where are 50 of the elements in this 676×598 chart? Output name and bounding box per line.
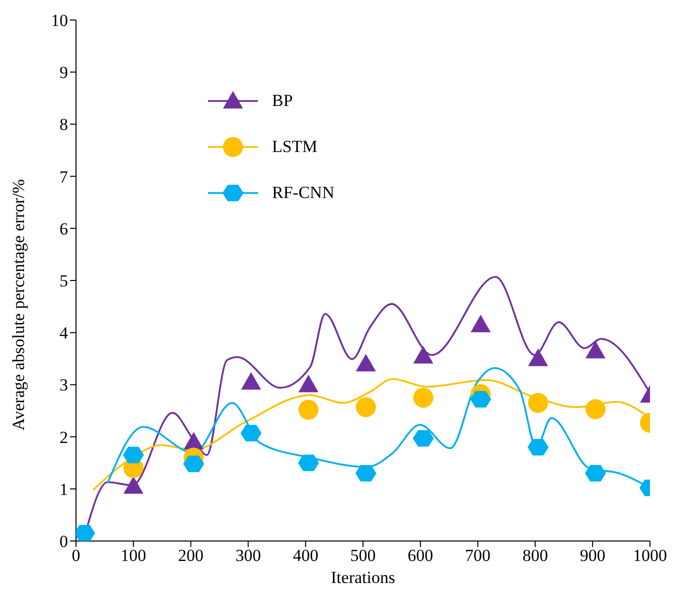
y-tick-label: 8 <box>60 115 68 134</box>
point <box>470 314 491 332</box>
point <box>585 340 606 358</box>
y-tick-label: 7 <box>60 167 68 186</box>
x-tick-label: 200 <box>178 546 204 566</box>
point <box>298 400 318 420</box>
point <box>412 430 434 447</box>
legend-label: RF-CNN <box>272 183 334 203</box>
x-tick-label: 1000 <box>633 546 667 566</box>
x-tick-label: 800 <box>522 546 548 566</box>
point <box>585 399 606 420</box>
x-tick-label: 700 <box>465 546 491 566</box>
point <box>241 372 262 390</box>
point <box>298 374 318 392</box>
point <box>183 456 204 472</box>
point <box>356 354 376 372</box>
point <box>528 348 548 366</box>
x-tick-label: 600 <box>408 546 434 566</box>
x-tick-label: 0 <box>72 546 80 566</box>
y-tick-label: 2 <box>60 428 68 447</box>
legend-label: BP <box>272 91 293 111</box>
point <box>413 346 434 364</box>
point <box>184 432 204 450</box>
point <box>123 476 144 494</box>
y-tick-label: 1 <box>60 480 68 499</box>
y-tick-label: 0 <box>60 532 68 552</box>
x-tick-label: 500 <box>350 546 376 566</box>
y-axis-title: Average absolute percentage error/% <box>9 179 28 430</box>
point <box>528 392 548 413</box>
y-tick-label: 4 <box>60 324 68 343</box>
x-tick-label: 900 <box>580 546 606 566</box>
legend-label: LSTM <box>272 137 318 157</box>
point <box>356 397 376 418</box>
y-tick-label: 5 <box>60 272 68 291</box>
point <box>298 454 319 472</box>
point <box>584 465 606 482</box>
x-tick-label: 300 <box>235 546 261 566</box>
point <box>470 391 492 408</box>
x-tick-label: 100 <box>120 546 146 566</box>
point <box>122 446 144 464</box>
x-tick-label: 400 <box>292 546 318 566</box>
point <box>355 465 376 482</box>
point <box>528 438 549 456</box>
y-tick-label: 3 <box>60 376 68 395</box>
x-axis-title: Iterations <box>330 568 396 587</box>
y-tick-label: 10 <box>51 11 68 30</box>
y-tick-label: 9 <box>60 63 68 82</box>
y-tick-label: 6 <box>60 219 68 238</box>
point <box>240 424 262 442</box>
point <box>413 388 434 408</box>
